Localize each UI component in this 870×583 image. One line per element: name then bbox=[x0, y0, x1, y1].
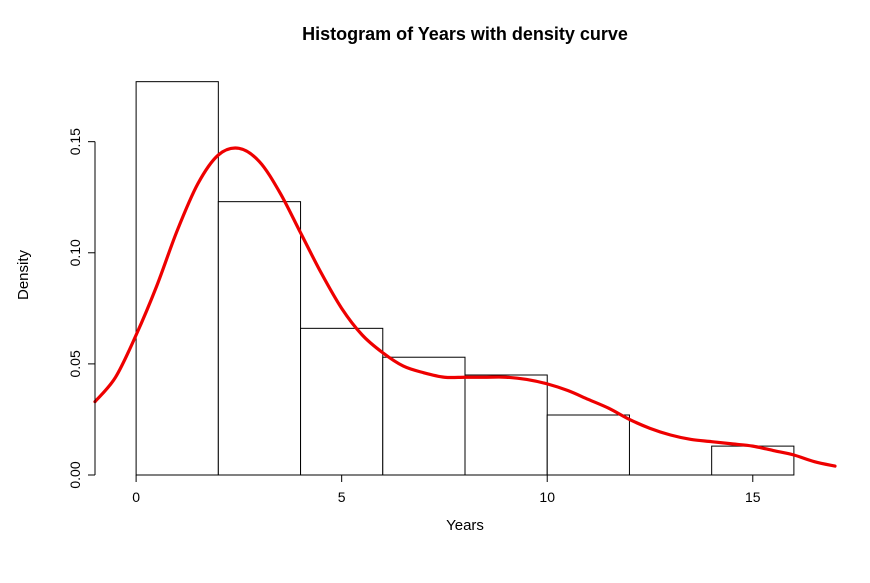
y-axis-label: Density bbox=[15, 249, 32, 300]
x-axis-label: Years bbox=[446, 517, 484, 534]
chart-svg: Histogram of Years with density curve 0 5… bbox=[0, 0, 870, 583]
x-tick-label: 10 bbox=[539, 489, 555, 505]
x-tick-label: 0 bbox=[132, 489, 140, 505]
chart-title: Histogram of Years with density curve bbox=[302, 24, 628, 44]
y-tick-label: 0.10 bbox=[67, 239, 83, 266]
histogram-chart: Histogram of Years with density curve 0 5… bbox=[0, 0, 870, 583]
histogram-bar bbox=[465, 375, 547, 475]
y-tick-label: 0.15 bbox=[67, 128, 83, 155]
histogram-bar bbox=[383, 357, 465, 475]
histogram-bar bbox=[136, 82, 218, 475]
histogram-bar bbox=[712, 446, 794, 475]
histogram-bar bbox=[301, 328, 383, 475]
x-axis: 0 5 10 15 bbox=[132, 475, 761, 505]
histogram-bars bbox=[136, 82, 794, 475]
y-tick-label: 0.05 bbox=[67, 350, 83, 377]
histogram-bar bbox=[547, 415, 629, 475]
x-tick-label: 15 bbox=[745, 489, 761, 505]
y-tick-label: 0.00 bbox=[67, 461, 83, 488]
x-tick-label: 5 bbox=[338, 489, 346, 505]
histogram-bar bbox=[218, 202, 300, 475]
y-axis: 0.00 0.05 0.10 0.15 bbox=[67, 128, 95, 489]
